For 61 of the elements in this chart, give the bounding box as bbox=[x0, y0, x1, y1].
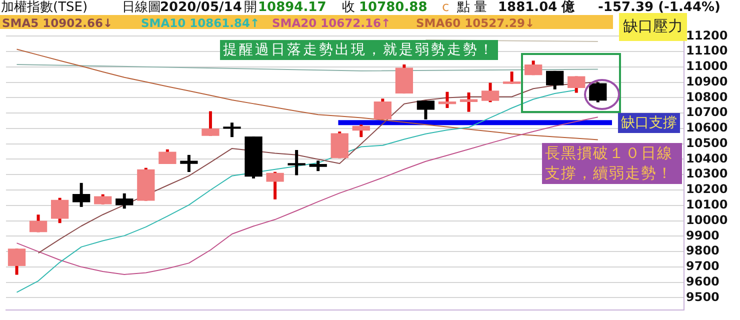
y-tick-label: 11100 bbox=[686, 44, 728, 58]
y-tick-label: 10700 bbox=[686, 105, 728, 120]
chart-subtitle: 日線圖 bbox=[122, 0, 161, 15]
y-tick-label: 10400 bbox=[686, 151, 728, 166]
y-tick-label: 10500 bbox=[686, 136, 728, 150]
candlestick bbox=[524, 60, 542, 76]
ref-line-label: 缺口支撐 bbox=[618, 112, 680, 133]
candlestick bbox=[352, 124, 370, 138]
y-tick-label: 10600 bbox=[686, 120, 728, 135]
y-tick-label: 10200 bbox=[686, 182, 728, 196]
candlestick bbox=[438, 92, 456, 108]
y-tick-label: 11200 bbox=[686, 28, 728, 42]
candlestick bbox=[374, 98, 392, 120]
text: 10780.88 bbox=[359, 0, 428, 15]
annotation: 長黑摜破１０日線支撐，續弱走勢！ bbox=[542, 143, 682, 184]
y-tick-label: 10300 bbox=[686, 166, 728, 181]
chart-title: 加權指數(TSE) bbox=[1, 0, 88, 15]
y-tick-label: 10900 bbox=[686, 74, 728, 88]
text: 1881.04 億 bbox=[498, 0, 575, 15]
text: SMA10 10861.84↑ bbox=[141, 16, 260, 30]
text: 缺口壓力 bbox=[623, 17, 683, 35]
annotation: 提醒過日落走勢出現，就是弱勢走勢！ bbox=[220, 40, 498, 60]
text: 2020/05/14 bbox=[160, 0, 242, 15]
y-tick-label: 9600 bbox=[686, 274, 720, 288]
y-tick-label: 10000 bbox=[686, 212, 728, 227]
candlestick bbox=[568, 76, 586, 93]
text: -157.39 (-1.44%) bbox=[598, 0, 720, 15]
candlestick bbox=[94, 194, 112, 204]
candlestick bbox=[202, 111, 220, 136]
y-tick-label: 9500 bbox=[686, 290, 720, 304]
candlestick bbox=[502, 72, 521, 84]
candlestick bbox=[589, 82, 607, 102]
candlestick bbox=[460, 92, 478, 112]
text: SMA5 10902.66↓ bbox=[2, 16, 113, 30]
y-tick-label: 9800 bbox=[686, 244, 720, 258]
y-tick-label: 10100 bbox=[686, 198, 728, 212]
y-tick-label: 11000 bbox=[686, 59, 728, 74]
candlestick bbox=[288, 150, 306, 176]
candlestick bbox=[266, 172, 284, 200]
candlestick bbox=[116, 193, 134, 209]
candlestick bbox=[223, 122, 241, 138]
text: c bbox=[442, 0, 450, 15]
text: SMA60 10527.29↓ bbox=[416, 16, 535, 30]
y-tick-label: 9900 bbox=[686, 228, 720, 242]
text: 點 量 bbox=[457, 0, 488, 15]
candlestick bbox=[416, 100, 435, 120]
text: 10894.17 bbox=[258, 0, 326, 15]
candlestick bbox=[546, 70, 564, 90]
candlestick bbox=[50, 198, 69, 224]
text: 開 bbox=[244, 0, 257, 15]
candlestick bbox=[309, 160, 327, 172]
candlestick bbox=[72, 182, 90, 207]
text: SMA20 10672.16↑ bbox=[272, 16, 391, 30]
candlestick bbox=[481, 82, 500, 102]
y-tick-label: 10800 bbox=[686, 90, 728, 104]
y-tick-label: 9700 bbox=[686, 259, 720, 274]
candlestick bbox=[29, 214, 48, 232]
candlestick bbox=[180, 154, 198, 172]
candlestick bbox=[158, 149, 176, 164]
text: 收 bbox=[342, 0, 355, 15]
candlestick bbox=[8, 248, 26, 275]
